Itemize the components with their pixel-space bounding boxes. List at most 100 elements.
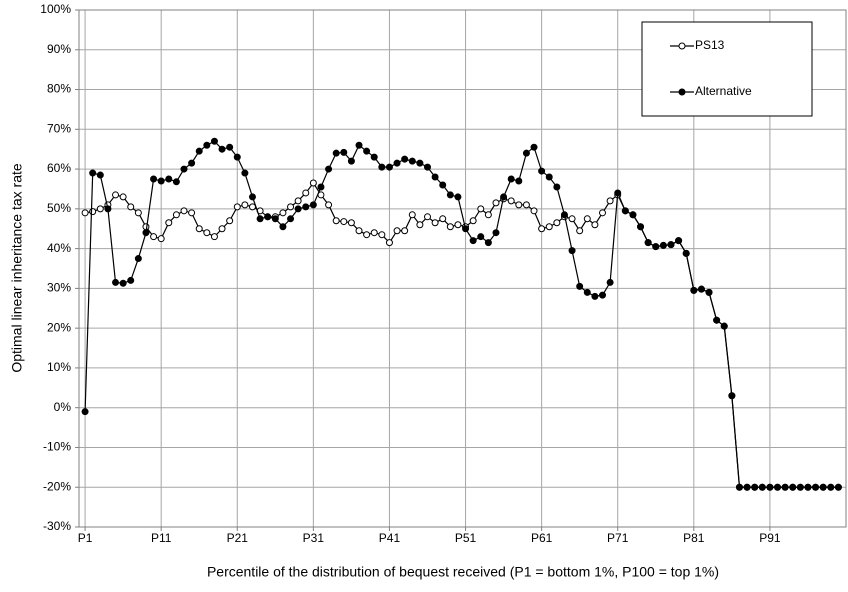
data-point xyxy=(302,203,310,211)
data-point xyxy=(385,239,393,247)
data-point xyxy=(507,175,515,183)
data-point xyxy=(287,203,295,211)
data-point xyxy=(484,239,492,247)
data-point xyxy=(271,215,279,223)
data-point xyxy=(500,193,508,201)
data-point xyxy=(172,178,180,186)
x-tick-label: P81 xyxy=(683,531,705,545)
data-point xyxy=(568,215,576,223)
data-point xyxy=(294,197,302,205)
data-point xyxy=(507,197,515,205)
y-tick-label: 100% xyxy=(40,2,71,16)
legend-box xyxy=(641,21,813,117)
data-point xyxy=(180,165,188,173)
data-point xyxy=(172,211,180,219)
data-point xyxy=(195,147,203,155)
data-point xyxy=(454,221,462,229)
data-point xyxy=(393,227,401,235)
data-point xyxy=(431,219,439,227)
data-point xyxy=(462,225,470,233)
data-point xyxy=(279,209,287,217)
y-tick-label: 70% xyxy=(47,121,71,135)
y-tick-label: -20% xyxy=(43,479,71,493)
data-point xyxy=(766,483,774,491)
data-point xyxy=(629,211,637,219)
x-tick-label: P11 xyxy=(151,531,172,545)
data-point xyxy=(165,175,173,183)
legend-label: PS13 xyxy=(695,38,725,52)
y-tick-label: 90% xyxy=(47,42,71,56)
data-point xyxy=(332,149,340,157)
y-tick-label: 0% xyxy=(54,400,72,414)
data-point xyxy=(621,207,629,215)
legend-marker xyxy=(678,42,686,50)
data-point xyxy=(834,483,842,491)
x-tick-label: P21 xyxy=(227,531,249,545)
data-point xyxy=(477,233,485,241)
data-point xyxy=(393,159,401,167)
data-point xyxy=(553,219,561,227)
data-point xyxy=(530,143,538,151)
data-point xyxy=(538,167,546,175)
data-point xyxy=(827,483,835,491)
data-point xyxy=(180,207,188,215)
data-point xyxy=(713,316,721,324)
data-point xyxy=(408,211,416,219)
data-point xyxy=(378,163,386,171)
y-tick-label: 50% xyxy=(47,201,71,215)
data-point xyxy=(484,211,492,219)
data-point xyxy=(81,408,89,416)
data-point xyxy=(469,217,477,225)
data-point xyxy=(408,157,416,165)
y-tick-label: 40% xyxy=(47,241,71,255)
data-point xyxy=(241,201,249,209)
data-point xyxy=(735,483,743,491)
data-point xyxy=(203,141,211,149)
data-point xyxy=(454,193,462,201)
y-tick-label: 60% xyxy=(47,161,71,175)
data-point xyxy=(134,209,142,217)
y-tick-label: -30% xyxy=(43,519,71,533)
x-tick-label: P51 xyxy=(455,531,477,545)
data-point xyxy=(157,177,165,185)
data-point xyxy=(439,181,447,189)
x-tick-label: P31 xyxy=(303,531,325,545)
data-point xyxy=(142,229,150,237)
y-tick-label: -10% xyxy=(43,440,71,454)
data-point xyxy=(363,231,371,239)
data-point xyxy=(332,217,340,225)
data-point xyxy=(89,169,97,177)
data-point xyxy=(218,145,226,153)
data-point xyxy=(637,223,645,231)
data-point xyxy=(667,241,675,249)
data-point xyxy=(378,231,386,239)
data-point xyxy=(659,241,667,249)
data-point xyxy=(774,483,782,491)
data-point xyxy=(781,483,789,491)
data-point xyxy=(758,483,766,491)
data-point xyxy=(210,137,218,145)
data-point xyxy=(423,213,431,221)
data-point xyxy=(522,149,530,157)
data-point xyxy=(119,279,127,287)
data-point xyxy=(515,177,523,185)
data-point xyxy=(340,218,348,226)
data-point xyxy=(340,148,348,156)
data-point xyxy=(81,209,89,217)
data-point xyxy=(583,215,591,223)
data-point xyxy=(294,205,302,213)
data-point xyxy=(112,191,120,199)
x-axis-title: Percentile of the distribution of beques… xyxy=(207,564,719,580)
data-point xyxy=(317,183,325,191)
data-point xyxy=(728,392,736,400)
data-point xyxy=(469,237,477,245)
data-point xyxy=(796,483,804,491)
data-point xyxy=(309,201,317,209)
data-point xyxy=(591,292,599,300)
data-point xyxy=(751,483,759,491)
data-point xyxy=(690,286,698,294)
data-point xyxy=(576,282,584,290)
data-point xyxy=(218,225,226,233)
data-point xyxy=(675,237,683,245)
data-point xyxy=(553,183,561,191)
